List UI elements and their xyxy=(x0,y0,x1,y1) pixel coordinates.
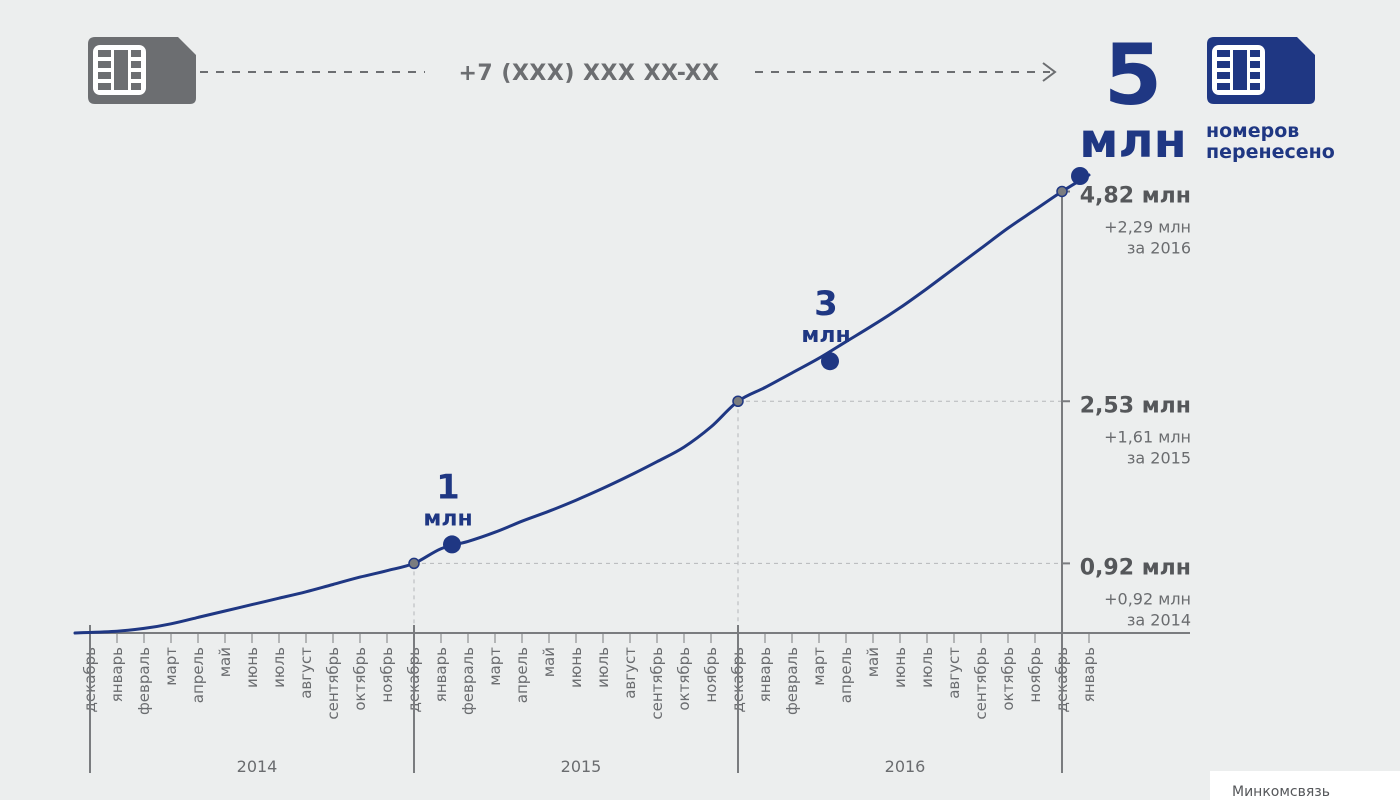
year-label: 2015 xyxy=(561,757,602,776)
month-tick-label: июнь xyxy=(567,647,585,688)
month-tick-label: сентябрь xyxy=(648,647,666,720)
month-tick-label: ноябрь xyxy=(1026,647,1044,703)
month-tick-label: ноябрь xyxy=(378,647,396,703)
headline-caption-line2: перенесено xyxy=(1206,141,1335,163)
annual-delta: +2,29 млн xyxy=(1104,217,1191,236)
month-tick-label: июль xyxy=(918,647,936,688)
sim-card-icon xyxy=(88,37,196,104)
month-tick-label: октябрь xyxy=(351,647,369,711)
month-tick-label: март xyxy=(162,647,180,686)
phone-number-mask: +7 (XXX) XXX XX-XX xyxy=(459,61,720,86)
final-marker xyxy=(1071,167,1089,185)
month-tick-label: апрель xyxy=(837,647,855,703)
month-tick-label: январь xyxy=(108,647,126,702)
milestone-number: 3 xyxy=(814,284,838,324)
headline-unit: млн xyxy=(1079,113,1187,169)
year-end-marker xyxy=(732,395,744,408)
month-tick-label: октябрь xyxy=(999,647,1017,711)
headline-caption-line1: номеров xyxy=(1206,120,1299,142)
milestone-unit: млн xyxy=(801,323,850,348)
month-tick-label: июнь xyxy=(891,647,909,688)
year-label: 2014 xyxy=(237,757,278,776)
guide-lines xyxy=(413,190,1070,633)
month-tick-label: февраль xyxy=(783,647,801,715)
headline-number: 5 xyxy=(1104,26,1162,124)
annual-period: за 2015 xyxy=(1127,448,1191,467)
month-tick-label: май xyxy=(864,647,882,677)
year-end-marker xyxy=(1056,185,1068,198)
annual-total: 0,92 млн xyxy=(1080,555,1191,580)
month-tick-label: июль xyxy=(270,647,288,688)
annual-period: за 2016 xyxy=(1127,238,1191,257)
annual-total: 2,53 млн xyxy=(1080,393,1191,418)
milestone-number: 1 xyxy=(436,467,460,507)
x-axis: декабрь январь февраль март апрель май июнь июл… xyxy=(75,625,1190,776)
month-tick-label: май xyxy=(216,647,234,677)
annual-delta: +1,61 млн xyxy=(1104,427,1191,446)
month-tick-label: март xyxy=(486,647,504,686)
month-tick-label: март xyxy=(810,647,828,686)
series-line xyxy=(73,173,1091,635)
month-tick-label: январь xyxy=(432,647,450,702)
month-tick-label: май xyxy=(540,647,558,677)
annual-period: за 2014 xyxy=(1127,610,1191,629)
month-tick-label: ноябрь xyxy=(702,647,720,703)
sim-card-icon xyxy=(1207,37,1315,104)
dashed-arrow-icon xyxy=(200,62,1057,82)
milestone-unit: млн xyxy=(423,506,472,531)
month-tick-label: сентябрь xyxy=(324,647,342,720)
month-tick-label: февраль xyxy=(135,647,153,715)
month-tick-label: август xyxy=(621,647,639,699)
month-tick-label: август xyxy=(297,647,315,699)
milestone-marker xyxy=(821,352,839,371)
annual-delta: +0,92 млн xyxy=(1104,589,1191,608)
month-tick-label: октябрь xyxy=(675,647,693,711)
month-tick-label: август xyxy=(945,647,963,699)
month-tick-label: январь xyxy=(1080,647,1098,702)
data-series xyxy=(73,167,1091,635)
source-label: Минкомсвязь xyxy=(1210,771,1400,800)
milestone-marker xyxy=(443,535,461,554)
month-tick-label: апрель xyxy=(189,647,207,703)
annual-annotations: 0,92 млн +0,92 млн за 2014 2,53 млн +1,61 мл… xyxy=(1080,183,1191,629)
month-tick-label: сентябрь xyxy=(972,647,990,720)
annual-total: 4,82 млн xyxy=(1080,183,1191,208)
month-tick-label: июль xyxy=(594,647,612,688)
month-tick-label: июнь xyxy=(243,647,261,688)
month-tick-label: апрель xyxy=(513,647,531,703)
year-label: 2016 xyxy=(885,757,926,776)
month-tick-label: январь xyxy=(756,647,774,702)
month-tick-label: февраль xyxy=(459,647,477,715)
year-end-marker xyxy=(408,557,420,570)
